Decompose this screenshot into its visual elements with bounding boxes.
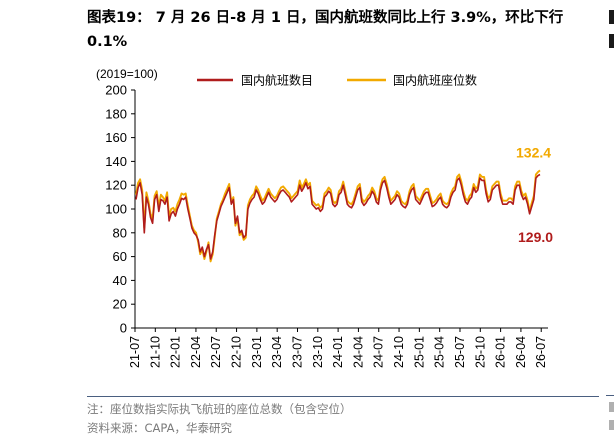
- x-tick-label: 24-04: [351, 336, 365, 368]
- y-tick-label: 60: [113, 249, 127, 264]
- x-tick-label: 24-07: [372, 336, 386, 368]
- y-tick-label: 140: [105, 154, 127, 169]
- chart-title: 图表19： 7 月 26 日-8 月 1 日，国内航班数同比上行 3.9%，环比…: [87, 10, 564, 50]
- x-tick-label: 26-01: [494, 336, 508, 368]
- y-tick-label: 100: [105, 202, 127, 217]
- x-tick-label: 23-01: [250, 336, 264, 368]
- x-tick-label: 26-04: [514, 336, 528, 368]
- series-line-flights: [135, 173, 541, 260]
- data-label-flights-latest: 129.0: [518, 229, 553, 245]
- y-tick-label: 200: [105, 83, 127, 98]
- footer-divider: [87, 396, 599, 397]
- x-tick-label: 21-07: [128, 336, 142, 368]
- y-tick-label: 40: [113, 273, 127, 288]
- x-tick-label: 22-10: [230, 336, 244, 368]
- data-label-seats-latest: 132.4: [516, 144, 551, 160]
- x-tick-label: 25-04: [433, 336, 447, 368]
- legend-label-flights: 国内航班数目: [241, 73, 313, 88]
- y-tick-label: 160: [105, 130, 127, 145]
- source-note: 资料来源：CAPA，华泰研究: [87, 421, 232, 435]
- y-tick-label: 20: [113, 297, 127, 312]
- x-tick-label: 25-01: [412, 336, 426, 368]
- y-axis-unit-label: (2019=100): [96, 67, 158, 81]
- x-tick-label: 24-01: [331, 336, 345, 368]
- footnote: 注：座位数指实际执飞航班的座位总数（包含空位）: [87, 402, 352, 416]
- adjacent-panel-edge: [606, 0, 614, 447]
- y-tick-label: 0: [120, 321, 127, 336]
- y-tick-label: 80: [113, 225, 127, 240]
- x-tick-label: 25-10: [473, 336, 487, 368]
- x-tick-label: 21-10: [148, 336, 162, 368]
- y-tick-label: 120: [105, 178, 127, 193]
- x-tick-label: 24-10: [392, 336, 406, 368]
- y-tick-label: 180: [105, 106, 127, 121]
- x-tick-label: 26-07: [534, 336, 548, 368]
- x-tick-label: 23-10: [311, 336, 325, 368]
- x-tick-label: 22-07: [209, 336, 223, 368]
- legend-label-seats: 国内航班座位数: [393, 73, 477, 88]
- x-tick-label: 23-07: [290, 336, 304, 368]
- x-tick-label: 22-01: [169, 336, 183, 368]
- line-chart: 0 20 40 60 80 100 120 140 160 180 200 (2019=100) 21-…: [96, 67, 553, 368]
- x-tick-label: 23-04: [270, 336, 284, 368]
- x-tick-label: 22-04: [189, 336, 203, 368]
- x-tick-label: 25-07: [453, 336, 467, 368]
